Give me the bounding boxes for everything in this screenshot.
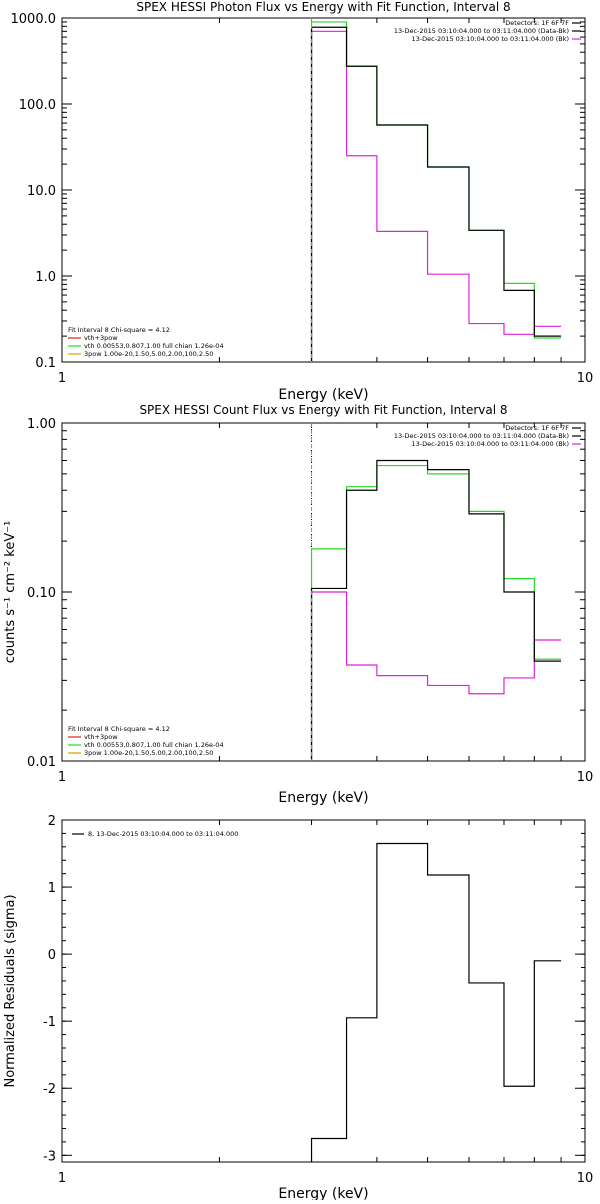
x-tick-label: 1 [58,770,66,785]
series-line-data-bk [310,459,562,761]
header-line: 13-Dec-2015 03:10:04.000 to 03:11:04.000… [394,27,569,35]
fit-info-line: Fit Interval 8 Chi-square = 4.12 [68,326,170,334]
series-line-data-bk [310,26,562,362]
y-tick-label: 0 [48,948,56,963]
y-tick-label: 2 [48,814,56,829]
y-tick-label: 1.0 [35,270,56,285]
x-tick-label: 10 [577,1171,594,1186]
y-tick-label: -1 [43,1015,56,1030]
y-tick-label: 1.00 [27,417,56,432]
y-tick-label: 100.0 [19,98,56,113]
y-tick-label: 10.0 [27,184,56,199]
x-axis-label: Energy (keV) [278,1186,368,1200]
y-tick-label: -3 [43,1149,56,1164]
fit-info-line: vth 0.00553,0.807,1.00 full chian 1.26e-… [84,741,224,749]
header-line: Detectors: 1F 6F 7F [505,19,569,27]
series-line-bk [310,591,562,761]
residual-legend-label: 8, 13-Dec-2015 03:10:04.000 to 03:11:04.… [88,830,238,838]
fit-info-line: vth+3pow [84,334,118,342]
fit-info-line: 3pow 1.00e-20,1.50,5.00,2.00,100,2.50 [84,749,213,757]
series-line-bk [310,30,562,362]
chart-title: SPEX HESSI Count Flux vs Energy with Fit… [139,403,507,417]
y-tick-label: 1 [48,881,56,896]
fit-info-line: vth+3pow [84,733,118,741]
y-tick-label: 1000.0 [11,12,57,27]
header-line: Detectors: 1F 6F 7F [505,424,569,432]
y-tick-label: 0.1 [35,356,56,371]
header-line: 13-Dec-2015 03:10:04.000 to 03:11:04.000… [394,432,569,440]
chart-title: SPEX HESSI Photon Flux vs Energy with Fi… [136,0,510,14]
series-line-vth-3pow [310,464,562,761]
y-tick-label: 0.01 [27,755,56,770]
y-axis-label: Normalized Residuals (sigma) [3,894,18,1087]
series-line-vth-3pow [310,21,562,362]
header-line: 13-Dec-2015 03:10:04.000 to 03:11:04.000… [412,440,570,448]
fit-info-line: 3pow 1.00e-20,1.50,5.00,2.00,100,2.50 [84,350,213,358]
y-tick-label: -2 [43,1082,56,1097]
x-axis-label: Energy (keV) [278,790,368,806]
plot-frame [61,819,586,1163]
x-tick-label: 1 [58,371,66,386]
x-tick-label: 1 [58,1171,66,1186]
fit-info-line: Fit Interval 8 Chi-square = 4.12 [68,725,170,733]
x-tick-label: 10 [577,371,594,386]
header-line: 13-Dec-2015 03:10:04.000 to 03:11:04.000… [412,35,570,43]
y-tick-label: 0.10 [27,586,56,601]
y-axis-label: counts s⁻¹ cm⁻² keV⁻¹ [3,521,18,664]
fit-info-line: vth 0.00553,0.807,1.00 full chian 1.26e-… [84,342,224,350]
series-line-residuals [310,842,562,1162]
plot-frame [61,17,586,363]
x-tick-label: 10 [577,770,594,785]
x-axis-label: Energy (keV) [278,387,368,403]
